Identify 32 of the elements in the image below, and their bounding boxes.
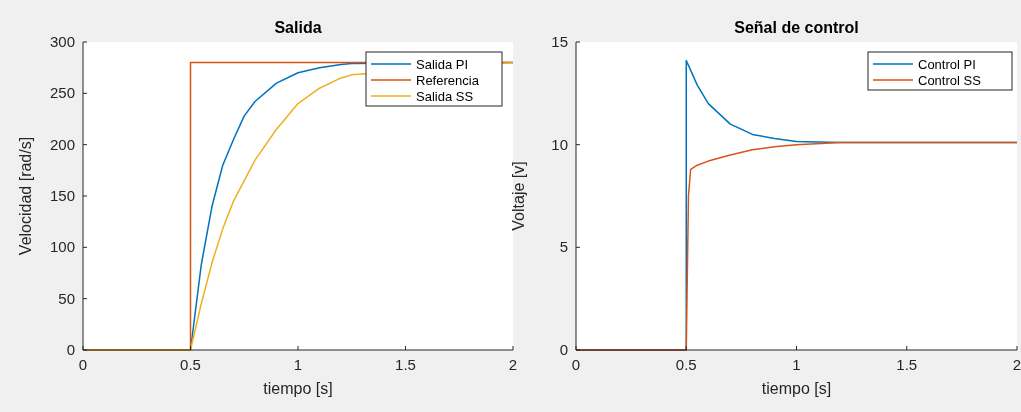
x-tick-label: 1 — [792, 356, 801, 373]
y-tick-label: 0 — [66, 341, 75, 358]
legend-label: Control SS — [918, 73, 982, 88]
y-tick-label: 300 — [49, 33, 75, 50]
y-tick-label: 50 — [58, 289, 75, 307]
x-tick-label: 0 — [571, 356, 581, 373]
x-tick-label: 1.5 — [395, 356, 416, 373]
y-tick-label: 0 — [559, 341, 568, 358]
legend-label: Salida SS — [416, 89, 474, 104]
x-tick-label: 2 — [1012, 356, 1021, 373]
chart-title: Señal de control — [734, 19, 859, 36]
x-tick-label: 1 — [293, 356, 303, 373]
x-tick-label: 2 — [508, 356, 518, 373]
y-tick-label: 15 — [551, 33, 568, 50]
x-axis-title: tiempo [s] — [263, 380, 333, 397]
y-tick-label: 100 — [49, 238, 75, 256]
x-axis-title: tiempo [s] — [761, 380, 832, 397]
legend-label: Control PI — [918, 57, 976, 72]
legend-label: Salida PI — [416, 57, 469, 72]
chart-title: Salida — [274, 19, 322, 36]
x-tick-label: 0.5 — [675, 356, 697, 373]
x-tick-label: 0.5 — [180, 356, 201, 373]
y-tick-label: 250 — [49, 84, 75, 102]
y-axis-title: Voltaje [v] — [510, 161, 527, 231]
y-tick-label: 10 — [551, 135, 568, 153]
x-tick-label: 0 — [78, 356, 88, 373]
y-tick-label: 5 — [559, 238, 568, 256]
legend-label: Referencia — [416, 73, 480, 88]
y-axis-title: Velocidad [rad/s] — [17, 136, 34, 256]
y-tick-label: 200 — [49, 135, 75, 153]
y-tick-label: 150 — [49, 187, 75, 204]
x-tick-label: 1.5 — [896, 356, 918, 373]
